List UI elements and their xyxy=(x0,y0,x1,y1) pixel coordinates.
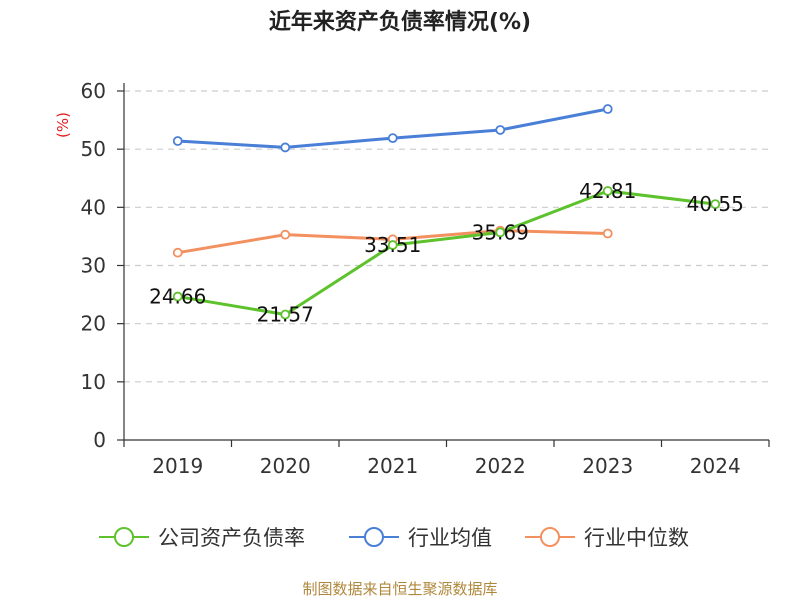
data-point xyxy=(280,142,291,153)
legend-label: 公司资产负债率 xyxy=(158,526,305,550)
legend-item[interactable]: 行业均值 xyxy=(348,520,492,554)
data-point xyxy=(172,247,183,258)
legend-label: 行业中位数 xyxy=(584,526,689,550)
legend-item[interactable]: 公司资产负债率 xyxy=(98,520,305,554)
data-point xyxy=(602,104,613,114)
legend-marker-icon xyxy=(99,527,149,547)
y-tick-label: 20 xyxy=(81,312,106,336)
data-point xyxy=(387,133,398,144)
legend-marker-icon xyxy=(349,527,399,547)
data-point xyxy=(172,291,183,302)
y-tick-label: 10 xyxy=(81,370,106,394)
data-label: 33.51 xyxy=(364,233,421,257)
legend-label: 行业均值 xyxy=(408,526,492,550)
y-tick-label: 40 xyxy=(81,195,106,219)
data-label: 21.57 xyxy=(257,303,314,327)
chart-title: 近年来资产负债率情况(%) xyxy=(268,10,532,35)
data-labels: 24.66 21.57 33.51 35.69 42.81 40.55 xyxy=(149,179,744,327)
y-tick-label: 0 xyxy=(93,428,106,452)
data-label: 35.69 xyxy=(472,220,529,244)
data-point xyxy=(280,309,291,320)
grid-lines xyxy=(124,90,769,383)
y-tick-label: 60 xyxy=(81,79,106,103)
x-tick-label: 2020 xyxy=(260,454,311,478)
data-point xyxy=(602,228,613,239)
x-tick-label: 2022 xyxy=(475,454,526,478)
data-point xyxy=(495,125,506,135)
data-point xyxy=(172,136,183,146)
axes: 0 10 20 30 40 50 60 2019 2020 2021 2022 2023 2024 xyxy=(81,79,770,478)
x-tick-label: 2024 xyxy=(690,454,741,478)
x-tick-label: 2019 xyxy=(152,454,203,478)
legend: 公司资产负债率 行业均值 行业中位数 xyxy=(0,520,800,554)
y-tick-label: 30 xyxy=(81,254,106,278)
y-axis-label: (%) xyxy=(54,112,72,138)
x-tick-label: 2021 xyxy=(367,454,418,478)
y-tick-label: 50 xyxy=(81,137,106,161)
data-point xyxy=(387,240,398,250)
legend-marker-icon xyxy=(525,527,575,547)
data-point xyxy=(710,199,721,210)
data-label: 24.66 xyxy=(149,285,206,309)
series-line xyxy=(177,189,716,317)
x-tick-label: 2023 xyxy=(582,454,633,478)
legend-item[interactable]: 行业中位数 xyxy=(524,520,689,554)
data-point xyxy=(602,186,613,196)
data-point xyxy=(495,227,506,238)
data-point xyxy=(280,229,291,240)
series-layer xyxy=(172,104,721,320)
data-label: 42.81 xyxy=(579,179,636,203)
source-note: 制图数据来自恒生聚源数据库 xyxy=(302,580,498,598)
data-label: 40.55 xyxy=(687,192,744,216)
